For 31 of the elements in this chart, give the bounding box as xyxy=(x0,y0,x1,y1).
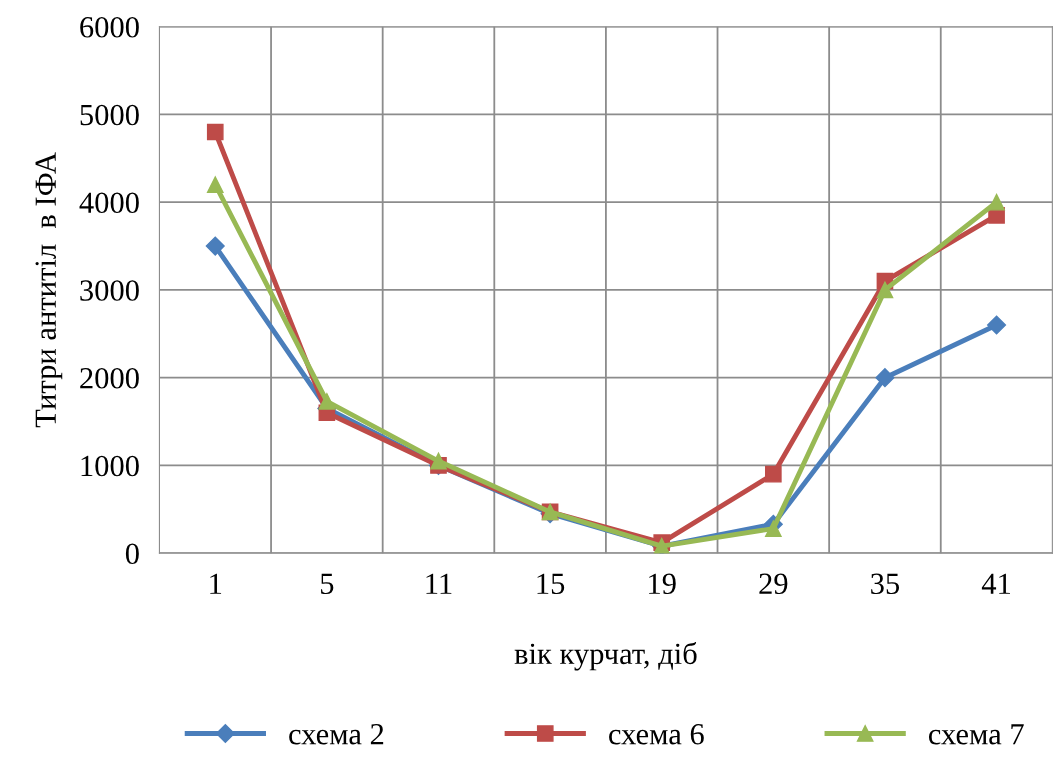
y-tick-label: 0 xyxy=(125,543,139,565)
x-tick-label: 5 xyxy=(321,573,334,595)
point xyxy=(764,465,782,483)
x-tick-label: 1 xyxy=(210,573,222,594)
point xyxy=(318,393,336,410)
point xyxy=(987,315,1007,335)
x-tick-label: 19 xyxy=(649,573,676,595)
x-tick-label: 41 xyxy=(981,573,1011,594)
point xyxy=(875,368,895,388)
x-tick-label: 35 xyxy=(871,573,900,595)
x-axis-title: вік курчат, діб xyxy=(514,642,697,671)
y-tick-label: 1000 xyxy=(81,455,139,477)
point xyxy=(876,281,894,299)
y-tick-label: 4000 xyxy=(79,192,139,214)
legend-label: схема 2 xyxy=(289,723,384,745)
x-tick-label: 11 xyxy=(426,573,452,594)
x-tick-label: 15 xyxy=(537,573,565,595)
point xyxy=(764,520,782,537)
legend-label: схема 6 xyxy=(609,723,704,745)
point xyxy=(988,193,1005,211)
y-axis-title: Титри антитіл в ІФА xyxy=(35,152,63,428)
point xyxy=(430,452,447,470)
legend-label: схема 7 xyxy=(928,724,1024,745)
y-tick-label: 6000 xyxy=(80,16,139,38)
y-tick-label: 5000 xyxy=(80,104,139,126)
x-tick-label: 29 xyxy=(759,573,788,595)
y-tick-label: 2000 xyxy=(80,367,139,389)
point xyxy=(206,123,224,141)
y-tick-label: 3000 xyxy=(80,280,139,301)
point xyxy=(205,236,225,256)
point xyxy=(206,176,224,193)
